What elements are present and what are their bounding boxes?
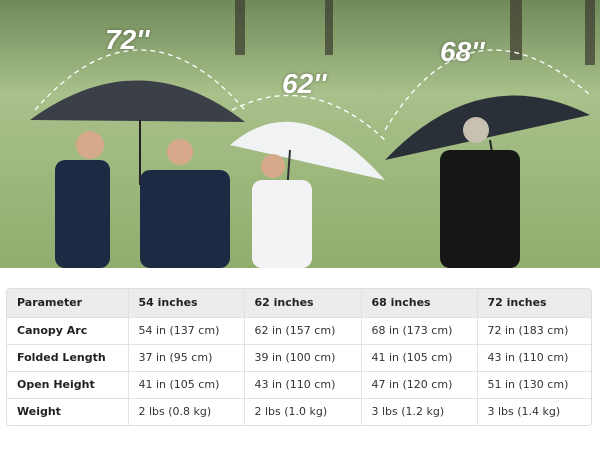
table-cell: 43 in (110 cm) xyxy=(477,344,591,372)
row-label: Open Height xyxy=(7,371,129,399)
spec-table: Parameter 54 inches 62 inches 68 inches … xyxy=(6,288,592,426)
table-cell: 3 lbs (1.2 kg) xyxy=(361,398,478,425)
table-row: Open Height 41 in (105 cm) 43 in (110 cm) 4… xyxy=(7,371,591,399)
product-photo: 72'' 62'' 68'' xyxy=(0,0,600,268)
column-header: Parameter xyxy=(7,289,129,318)
table-header-row: Parameter 54 inches 62 inches 68 inches … xyxy=(7,289,591,318)
table-row: Weight 2 lbs (0.8 kg) 2 lbs (1.0 kg) 3 lbs … xyxy=(7,398,591,425)
column-header: 68 inches xyxy=(361,289,478,318)
table-cell: 62 in (157 cm) xyxy=(244,317,362,345)
table-cell: 72 in (183 cm) xyxy=(477,317,591,345)
table-row: Folded Length 37 in (95 cm) 39 in (100 cm)… xyxy=(7,344,591,372)
row-label: Canopy Arc xyxy=(7,317,129,345)
table-cell: 2 lbs (1.0 kg) xyxy=(244,398,362,425)
table-cell: 43 in (110 cm) xyxy=(244,371,362,399)
table-cell: 54 in (137 cm) xyxy=(128,317,245,345)
table-cell: 47 in (120 cm) xyxy=(361,371,478,399)
column-header: 62 inches xyxy=(244,289,362,318)
size-label-62: 62'' xyxy=(282,68,327,99)
column-header: 54 inches xyxy=(128,289,245,318)
table-cell: 2 lbs (0.8 kg) xyxy=(128,398,245,425)
table-cell: 51 in (130 cm) xyxy=(477,371,591,399)
size-label-72: 72'' xyxy=(105,24,150,55)
table-cell: 41 in (105 cm) xyxy=(361,344,478,372)
column-header: 72 inches xyxy=(477,289,591,318)
table-cell: 37 in (95 cm) xyxy=(128,344,245,372)
table-cell: 68 in (173 cm) xyxy=(361,317,478,345)
table-cell: 41 in (105 cm) xyxy=(128,371,245,399)
row-label: Folded Length xyxy=(7,344,129,372)
row-label: Weight xyxy=(7,398,129,425)
table-cell: 39 in (100 cm) xyxy=(244,344,362,372)
table-cell: 3 lbs (1.4 kg) xyxy=(487,405,561,419)
size-label-68: 68'' xyxy=(440,36,485,67)
table-row: Canopy Arc 54 in (137 cm) 62 in (157 cm) 68… xyxy=(7,317,591,345)
